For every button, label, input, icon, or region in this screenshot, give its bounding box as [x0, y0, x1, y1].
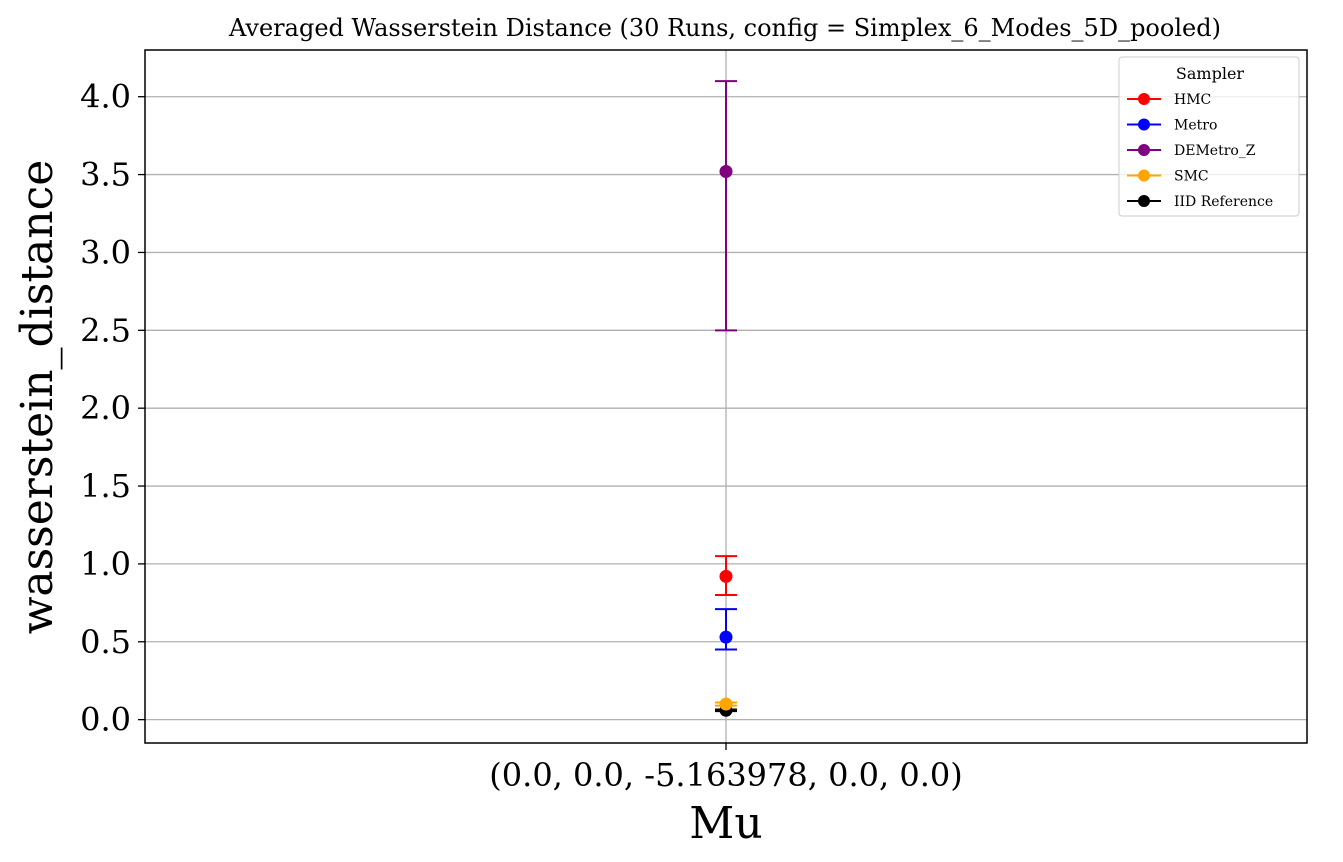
legend-label-metro: Metro: [1174, 118, 1217, 134]
y-tick-label: 2.0: [80, 389, 131, 427]
legend-marker-metro: [1138, 118, 1150, 131]
y-tick-label: 1.5: [80, 467, 131, 505]
point-hmc: [719, 569, 733, 583]
y-tick-label: 2.5: [80, 311, 131, 349]
y-tick-label: 1.0: [80, 545, 131, 583]
chart-title: Averaged Wasserstein Distance (30 Runs, …: [228, 14, 1221, 42]
y-tick-label: 0.5: [80, 623, 131, 661]
point-demetro-z: [719, 164, 733, 178]
data-marks: [715, 80, 737, 717]
y-axis-label: wasserstein_distance: [12, 160, 63, 635]
legend-marker-hmc: [1138, 93, 1150, 105]
axis-ticks: 0.0 0.5 1.0 1.5 2.0 2.5 3.0 3.5 4.0 (0.0, 0.0, -5…: [80, 78, 963, 794]
legend-marker-demetro-z: [1138, 144, 1150, 156]
legend-label-demetro-z: DEMetro_Z: [1174, 143, 1256, 159]
legend-items: HMC Metro DEMetro_Z SMC IID Reference: [1127, 92, 1273, 210]
point-smc: [719, 697, 733, 711]
legend-label-hmc: HMC: [1174, 92, 1211, 108]
y-tick-label: 0.0: [80, 701, 131, 739]
legend-label-smc: SMC: [1174, 169, 1209, 185]
legend-box: [1118, 56, 1300, 217]
legend: Sampler HMC Metro DEMetro_Z SMC IID Referenc…: [1118, 56, 1300, 217]
x-tick-label: (0.0, 0.0, -5.163978, 0.0, 0.0): [489, 756, 962, 794]
point-metro: [719, 630, 733, 644]
y-tick-label: 3.5: [80, 156, 131, 194]
y-tick-label: 3.0: [80, 233, 131, 271]
legend-label-iid-reference: IID Reference: [1174, 194, 1273, 210]
legend-title: Sampler: [1176, 64, 1245, 83]
legend-marker-smc: [1138, 169, 1150, 182]
y-tick-label: 4.0: [80, 78, 131, 116]
legend-marker-iid-reference: [1138, 195, 1150, 207]
x-axis-label: Mu: [689, 798, 762, 849]
